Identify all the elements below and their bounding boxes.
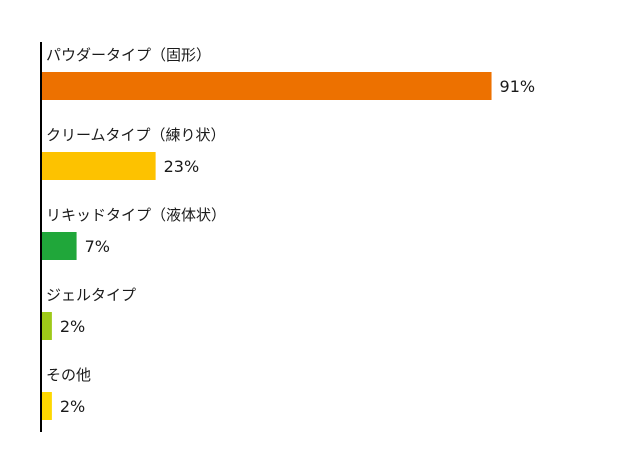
category-label: リキッドタイプ（液体状）	[46, 206, 226, 224]
data-label: 2%	[60, 317, 85, 336]
bar	[42, 312, 52, 340]
data-label: 7%	[85, 237, 110, 256]
bar	[42, 152, 156, 180]
category-label: ジェルタイプ	[46, 286, 136, 304]
category-label: クリームタイプ（練り状）	[46, 126, 226, 144]
bar	[42, 232, 77, 260]
data-label: 23%	[164, 157, 200, 176]
bar	[42, 392, 52, 420]
data-label: 91%	[500, 77, 536, 96]
category-label: その他	[46, 366, 91, 384]
bar	[42, 72, 492, 100]
data-label: 2%	[60, 397, 85, 416]
category-label: パウダータイプ（固形）	[46, 46, 211, 64]
